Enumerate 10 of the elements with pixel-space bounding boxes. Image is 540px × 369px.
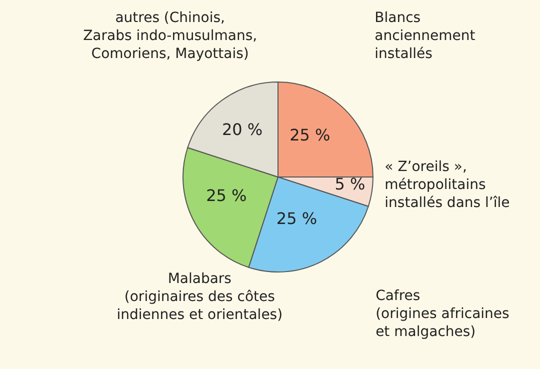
data-label: 25 % [206, 186, 247, 206]
data-label: 25 % [290, 126, 330, 145]
data-label: 5 % [334, 174, 366, 194]
slice-label: Malabars (originaires des côtes indiennes et orientales) [116, 271, 283, 323]
data-label: 25 % [276, 209, 318, 228]
slice-label: autres (Chinois, Zarabs indo-musulmans, Comoriens, Mayottais) [83, 10, 258, 62]
slice-label: Blancs anciennement installés [374, 10, 476, 62]
slice-label: Cafres (origines africaines et malgaches) [376, 288, 510, 340]
data-label: 20 % [222, 120, 263, 140]
slice-label: « Z’oreils », métropolitains installés dans l’île [384, 159, 510, 212]
